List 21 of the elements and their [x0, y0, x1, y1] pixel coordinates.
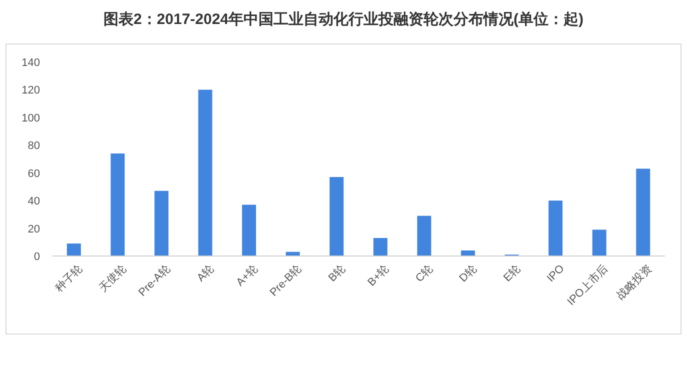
x-tick-label: B轮 — [326, 262, 348, 284]
chart-title: 图表2：2017-2024年中国工业自动化行业投融资轮次分布情况(单位：起) — [103, 11, 584, 28]
x-tick-label: 战略投资 — [614, 262, 654, 302]
y-tick-label: 140 — [22, 57, 40, 69]
x-tick-label: B+轮 — [366, 262, 392, 289]
y-tick-label: 80 — [28, 140, 40, 152]
y-tick-label: 40 — [28, 196, 40, 208]
y-tick-label: 100 — [22, 112, 40, 124]
x-tick-label: IPO上市后 — [564, 262, 611, 308]
x-tick-label: 天使轮 — [97, 262, 129, 295]
x-tick-label: D轮 — [457, 262, 480, 285]
x-tick-label: A+轮 — [234, 262, 260, 289]
y-tick-label: 0 — [34, 251, 40, 263]
x-tick-label: A轮 — [195, 262, 216, 284]
y-tick-label: 20 — [28, 223, 40, 236]
x-tick-label: C轮 — [414, 262, 436, 285]
x-tick-label: 种子轮 — [52, 262, 86, 295]
x-tick-label: IPO — [544, 262, 568, 285]
y-tick-label: 120 — [22, 84, 40, 97]
x-tick-label: E轮 — [502, 262, 523, 284]
y-tick-label: 60 — [28, 168, 40, 180]
